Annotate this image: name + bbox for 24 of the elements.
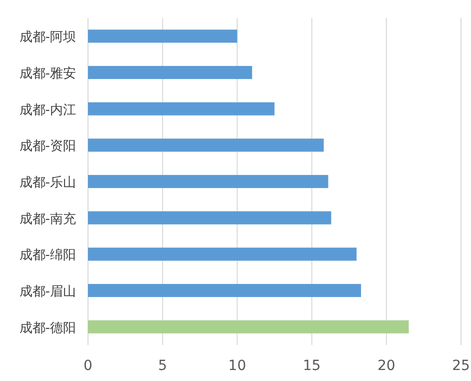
bar (88, 102, 274, 116)
bar (88, 211, 332, 224)
y-tick-label: 成都-绵阳 (19, 248, 76, 264)
x-tick-label: 5 (158, 358, 168, 374)
bar (88, 138, 324, 152)
y-tick-label: 成都-南充 (19, 212, 76, 227)
x-tick-label: 20 (377, 358, 396, 374)
bar (88, 320, 409, 334)
y-tick-label: 成都-雅安 (19, 66, 76, 82)
y-tick-label: 成都-乐山 (19, 176, 76, 190)
y-tick-label: 成都-阿坝 (19, 30, 76, 46)
y-tick-label: 成都-眉山 (19, 284, 76, 300)
y-tick-label: 成都-资阳 (19, 139, 76, 154)
x-tick-label: 0 (84, 358, 92, 374)
y-tick-label: 成都-德阳 (19, 320, 76, 336)
bar (88, 284, 362, 298)
x-tick-label: 10 (228, 358, 246, 374)
x-tick-label: 15 (302, 358, 321, 374)
x-tick-label: 25 (452, 358, 470, 374)
bar (88, 30, 238, 43)
bar (88, 174, 328, 188)
bar (88, 66, 252, 80)
y-tick-label: 成都-内江 (19, 102, 76, 118)
bar (88, 248, 357, 261)
